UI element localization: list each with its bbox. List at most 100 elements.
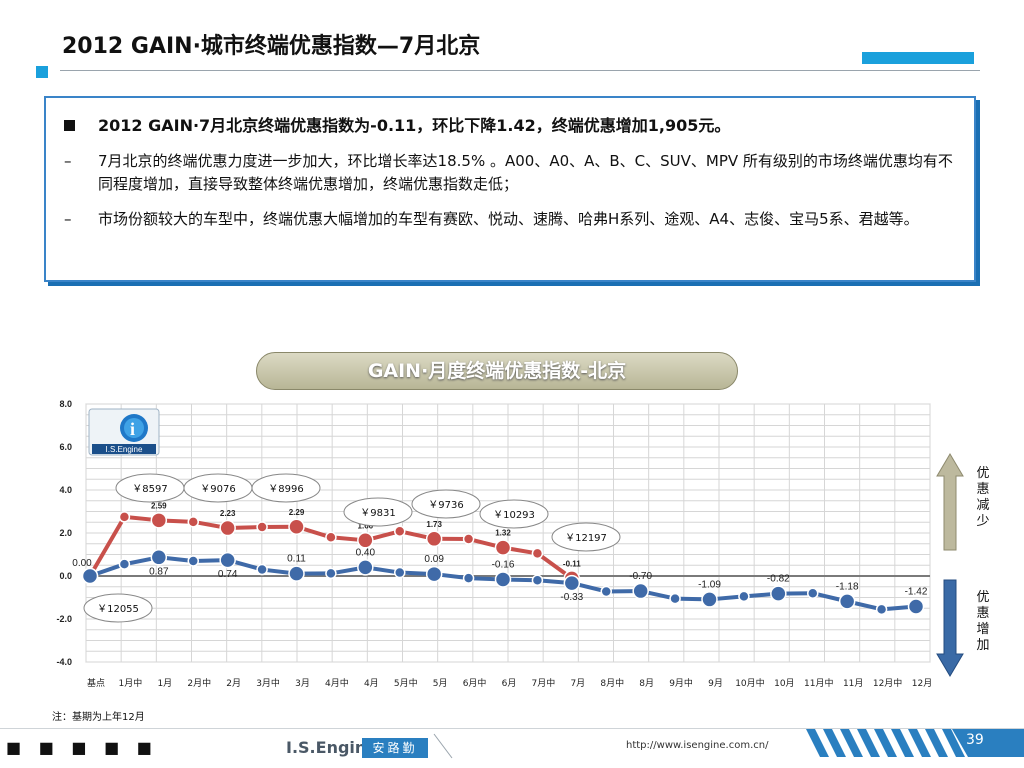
data-point [494, 539, 512, 556]
x-tick-label: 11月 [843, 678, 863, 689]
price-callout [343, 497, 413, 527]
x-tick-label: 10月中 [735, 677, 764, 689]
y-tick-label: 0.0 [59, 571, 72, 581]
data-point [150, 512, 168, 529]
x-tick-label: 11月中 [804, 677, 833, 689]
x-tick-label: 9月中 [669, 677, 693, 689]
data-point [875, 603, 888, 616]
x-tick-label: 8月 [639, 678, 654, 689]
arrow-down-icon [936, 579, 964, 677]
data-point [256, 563, 268, 576]
summary-point-text: 7月北京的终端优惠力度进一步加大，环比增长率达18.5% 。A00、A0、A、B… [98, 152, 953, 193]
summary-point-text: 市场份额较大的车型中，终端优惠大幅增加的车型有赛欧、悦动、速腾、哈弗H系列、途观… [98, 210, 919, 228]
price-callout [251, 473, 321, 503]
chart-title: GAIN·月度终端优惠指数-北京 [256, 352, 738, 390]
x-tick-label: 1月中 [119, 677, 143, 689]
x-tick-label: 7月中 [532, 677, 556, 689]
x-tick-label: 4月 [364, 678, 379, 689]
data-point [838, 593, 856, 610]
x-tick-label: 2月 [226, 678, 241, 689]
square-bullet-icon [64, 120, 75, 131]
arrow-up-icon [936, 453, 964, 551]
y-tick-label: -2.0 [56, 614, 72, 624]
x-tick-label: 5月中 [394, 677, 418, 689]
data-label: -1.09 [698, 579, 721, 590]
discount-increase-label: 优惠增加 [976, 590, 990, 653]
data-point [150, 549, 168, 566]
x-tick-label: 6月中 [463, 677, 487, 689]
footer-url[interactable]: http://www.isengine.com.cn/ [626, 740, 769, 751]
data-point [118, 511, 131, 523]
data-point [531, 547, 544, 560]
data-label: 1.32 [495, 529, 511, 538]
data-point [357, 532, 374, 549]
data-point [425, 565, 443, 583]
footnote: 注：基期为上年12月 [52, 712, 145, 723]
x-tick-label: 10月 [774, 678, 794, 689]
data-point [462, 533, 475, 545]
data-label: 0.87 [149, 566, 169, 577]
data-label: 1.66 [358, 521, 374, 530]
data-label: 1.73 [426, 520, 442, 529]
title-divider [60, 70, 980, 71]
data-point [738, 590, 750, 603]
summary-headline: 2012 GAIN·7月北京终端优惠指数为-0.11，环比下降1.42，终端优惠… [64, 114, 954, 137]
price-callout [479, 499, 549, 529]
footer-brand-cn: 安路勤 [362, 738, 428, 758]
x-tick-label: 基点 [87, 677, 105, 689]
price-callout-text: ￥12055 [97, 604, 139, 615]
data-point [288, 518, 305, 536]
data-point [325, 531, 337, 544]
y-tick-label: 2.0 [59, 528, 72, 538]
data-point [563, 574, 581, 592]
x-tick-label: 12月 [912, 678, 932, 689]
price-callout-text: ￥12197 [565, 533, 607, 544]
y-tick-label: 4.0 [59, 485, 72, 495]
data-point [462, 572, 475, 584]
data-point [701, 591, 718, 608]
footer-stripes [782, 729, 1024, 757]
data-point [187, 516, 199, 528]
x-tick-label: 9月 [708, 678, 723, 689]
x-tick-label: 3月 [295, 678, 310, 689]
dash-bullet: – [64, 152, 72, 170]
title-accent-square [36, 66, 48, 78]
logo-text: I.S.Engine [106, 445, 143, 454]
data-point [219, 551, 236, 569]
x-tick-label: 3月中 [256, 677, 280, 689]
page-title: 2012 GAIN·城市终端优惠指数—7月北京 [62, 34, 481, 59]
footer-dots: ■ ■ ■ ■ ■ [6, 738, 158, 757]
x-tick-label: 7月 [570, 678, 585, 689]
data-point [325, 567, 337, 580]
x-tick-label: 4月中 [325, 677, 349, 689]
data-label: -0.70 [629, 571, 652, 582]
data-point [118, 558, 131, 570]
summary-box: 2012 GAIN·7月北京终端优惠指数为-0.11，环比下降1.42，终端优惠… [44, 96, 976, 282]
data-label: -0.16 [492, 559, 515, 570]
data-label: 0.09 [424, 554, 444, 565]
discount-decrease-label: 优惠减少 [976, 466, 990, 529]
page-number: 39 [966, 732, 984, 748]
y-tick-label: 8.0 [59, 399, 72, 409]
data-label: 2.29 [289, 508, 305, 517]
data-point [669, 592, 681, 605]
price-callout [411, 489, 481, 519]
data-label: -0.33 [560, 592, 583, 603]
data-point [394, 566, 406, 579]
summary-headline-text: 2012 GAIN·7月北京终端优惠指数为-0.11，环比下降1.42，终端优惠… [98, 116, 731, 135]
data-point [531, 574, 544, 587]
line-chart: 8.0 6.0 4.0 2.0 0.0 -2.0 -4.0 基点 1月中 1月 2月中 2月 3月中 3月… [56, 399, 932, 689]
price-callout-text: ￥9831 [360, 508, 395, 519]
x-tick-label: 5月 [433, 678, 448, 689]
data-label: 0.40 [356, 547, 376, 558]
data-point [770, 585, 787, 602]
data-point [288, 565, 305, 582]
price-callout-text: ￥9076 [200, 484, 235, 495]
data-point [81, 567, 99, 585]
data-label: -1.42 [905, 587, 928, 598]
data-point [494, 571, 512, 588]
data-point [256, 521, 268, 533]
footer-divider [0, 728, 1024, 729]
summary-point: – 市场份额较大的车型中，终端优惠大幅增加的车型有赛欧、悦动、速腾、哈弗H系列、… [64, 208, 954, 231]
price-callout [551, 522, 621, 552]
